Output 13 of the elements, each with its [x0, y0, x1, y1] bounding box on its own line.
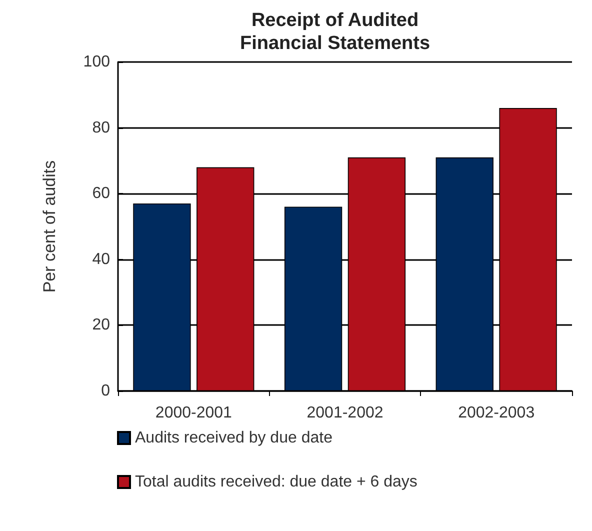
y-tick-label: 40 [92, 250, 110, 268]
x-tick-label: 2000-2001 [155, 404, 232, 422]
y-tick-label: 100 [83, 54, 110, 70]
x-tick-label: 2001-2002 [306, 404, 384, 422]
y-tick-label: 0 [101, 382, 110, 400]
legend-label: Total audits received: due date + 6 days [135, 474, 418, 490]
chart-title: Receipt of Audited Financial Statements [240, 10, 430, 54]
y-tick-label: 20 [92, 316, 110, 334]
y-tick-label: 60 [92, 185, 110, 202]
y-tick-label: 80 [92, 119, 110, 136]
y-axis-title: Per cent of audits [40, 160, 59, 293]
x-tick-label: 2002-2003 [458, 404, 535, 422]
legend-label: Audits received by due date [135, 430, 333, 446]
